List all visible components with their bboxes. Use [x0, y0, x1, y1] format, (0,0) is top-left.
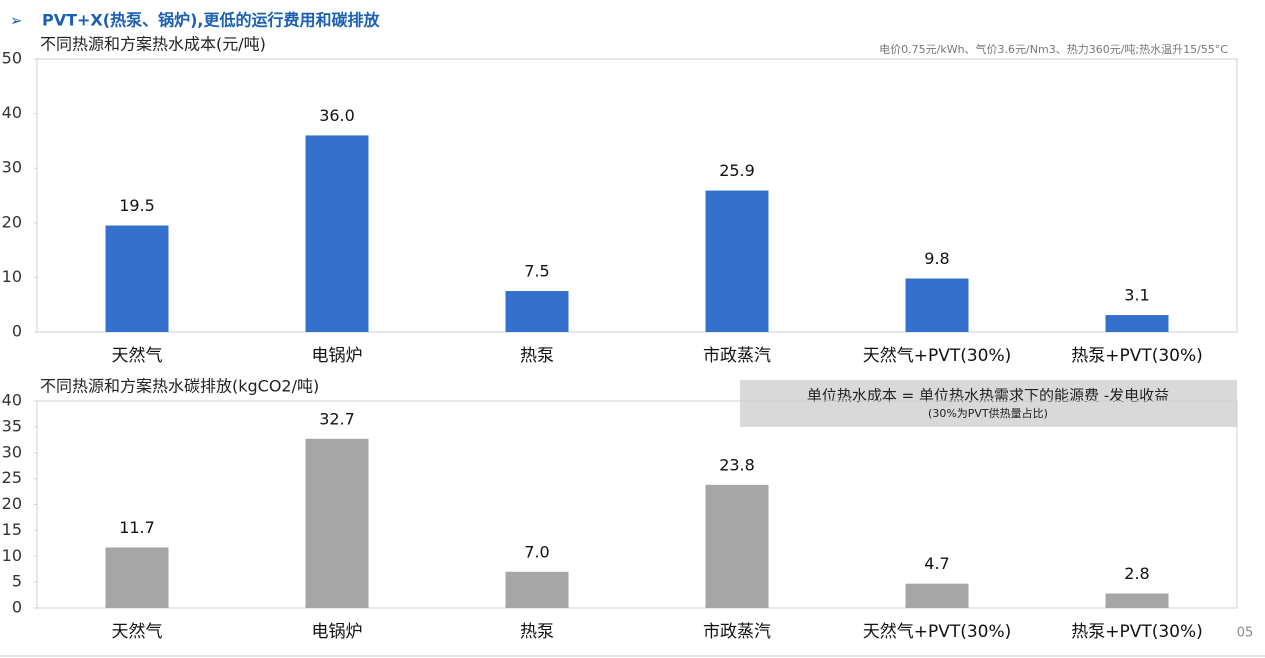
- callout-box: [740, 380, 1237, 427]
- bar: [1105, 315, 1169, 332]
- bar: [105, 225, 169, 332]
- x-tick-label: 热泵: [520, 622, 554, 642]
- x-tick-label: 天然气+PVT(30%): [863, 346, 1012, 366]
- value-label: 23.8: [719, 455, 755, 474]
- value-label: 7.0: [524, 542, 549, 561]
- value-label: 3.1: [1124, 286, 1149, 305]
- value-label: 11.7: [119, 518, 155, 537]
- x-tick-label: 天然气+PVT(30%): [863, 622, 1012, 642]
- value-label: 19.5: [119, 196, 155, 215]
- x-tick-label: 电锅炉: [312, 346, 363, 366]
- y-tick-label: 50: [2, 49, 22, 68]
- bar: [105, 547, 169, 608]
- x-tick-label: 热泵: [520, 346, 554, 366]
- y-tick-label: 30: [2, 442, 22, 461]
- bar: [505, 571, 569, 608]
- chart-title: 不同热源和方案热水成本(元/吨): [40, 35, 266, 54]
- x-tick-label: 天然气: [112, 622, 163, 642]
- page-number: 05: [1237, 626, 1254, 641]
- value-label: 36.0: [319, 106, 355, 125]
- value-label: 7.5: [524, 262, 549, 281]
- x-tick-label: 市政蒸汽: [703, 346, 771, 366]
- chart-title: 不同热源和方案热水碳排放(kgCO2/吨): [40, 377, 319, 396]
- bar: [905, 583, 969, 608]
- bar: [505, 291, 569, 332]
- bar: [705, 190, 769, 332]
- x-tick-label: 热泵+PVT(30%): [1071, 622, 1203, 642]
- bar: [305, 135, 369, 332]
- callout-text: 单位热水成本 = 单位热水热需求下的能源费 -发电收益: [807, 387, 1169, 405]
- slide-title: PVT+X(热泵、锅炉),更低的运行费用和碳排放: [42, 11, 380, 30]
- x-tick-label: 电锅炉: [312, 622, 363, 642]
- chart-note: 电价0.75元/kWh、气价3.6元/Nm3、热力360元/吨;热水温升15/5…: [879, 42, 1228, 56]
- y-tick-label: 0: [12, 322, 22, 341]
- y-tick-label: 40: [2, 103, 22, 122]
- y-tick-label: 25: [2, 468, 22, 487]
- x-tick-label: 市政蒸汽: [703, 622, 771, 642]
- x-tick-label: 热泵+PVT(30%): [1071, 346, 1203, 366]
- y-tick-label: 5: [12, 572, 22, 591]
- value-label: 4.7: [924, 554, 949, 573]
- bar: [905, 278, 969, 332]
- y-tick-label: 10: [2, 546, 22, 565]
- callout-subtext: (30%为PVT供热量占比): [928, 406, 1048, 420]
- y-tick-label: 0: [12, 598, 22, 617]
- value-label: 9.8: [924, 249, 949, 268]
- bullet: ➢: [10, 12, 23, 30]
- y-tick-label: 30: [2, 158, 22, 177]
- bar: [705, 484, 769, 608]
- value-label: 25.9: [719, 161, 755, 180]
- y-tick-label: 15: [2, 520, 22, 539]
- bar: [1105, 593, 1169, 608]
- value-label: 2.8: [1124, 564, 1149, 583]
- y-tick-label: 20: [2, 494, 22, 513]
- y-tick-label: 40: [2, 391, 22, 410]
- bar: [305, 438, 369, 608]
- y-tick-label: 10: [2, 267, 22, 286]
- y-tick-label: 35: [2, 416, 22, 435]
- x-tick-label: 天然气: [112, 346, 163, 366]
- plot-frame: [36, 58, 1238, 333]
- y-tick-label: 20: [2, 212, 22, 231]
- value-label: 32.7: [319, 409, 355, 428]
- plot-frame: [36, 400, 1238, 609]
